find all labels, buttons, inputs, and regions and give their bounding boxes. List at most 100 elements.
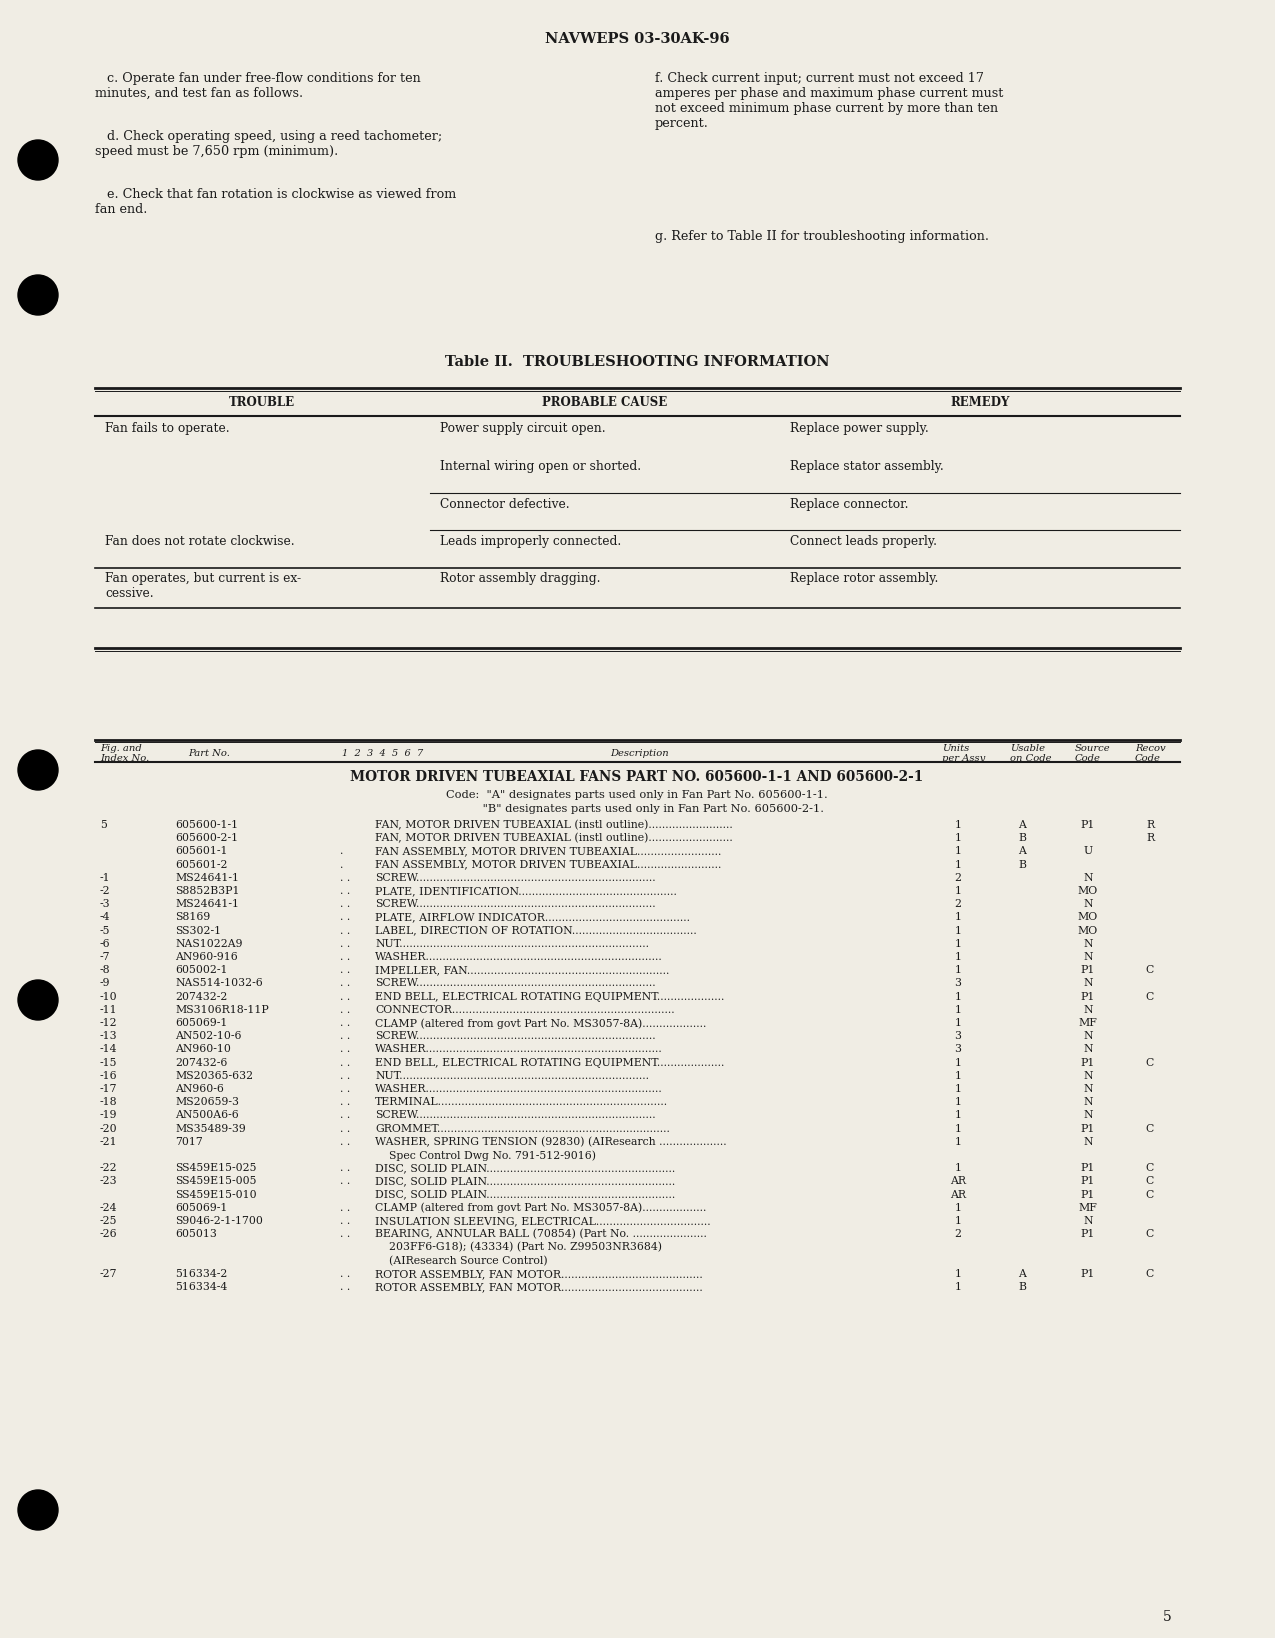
Text: INSULATION SLEEVING, ELECTRICAL..................................: INSULATION SLEEVING, ELECTRICAL.........… xyxy=(375,1215,710,1225)
Text: Table II.  TROUBLESHOOTING INFORMATION: Table II. TROUBLESHOOTING INFORMATION xyxy=(445,355,829,369)
Text: 203FF6-G18); (43334) (Part No. Z99503NR3684): 203FF6-G18); (43334) (Part No. Z99503NR3… xyxy=(375,1242,662,1253)
Text: -27: -27 xyxy=(99,1269,117,1279)
Text: TERMINAL....................................................................: TERMINAL................................… xyxy=(375,1097,668,1107)
Text: P1: P1 xyxy=(1081,1228,1095,1240)
Text: 1: 1 xyxy=(955,821,961,830)
Text: . .: . . xyxy=(340,978,351,988)
Text: N: N xyxy=(1084,1137,1093,1147)
Text: -18: -18 xyxy=(99,1097,117,1107)
Text: -17: -17 xyxy=(99,1084,117,1094)
Text: IMPELLER, FAN............................................................: IMPELLER, FAN...........................… xyxy=(375,965,669,975)
Text: LABEL, DIRECTION OF ROTATION.....................................: LABEL, DIRECTION OF ROTATION............… xyxy=(375,925,696,935)
Text: S9046-2-1-1700: S9046-2-1-1700 xyxy=(175,1215,263,1225)
Text: -2: -2 xyxy=(99,886,111,896)
Text: ROTOR ASSEMBLY, FAN MOTOR..........................................: ROTOR ASSEMBLY, FAN MOTOR...............… xyxy=(375,1269,703,1279)
Text: AR: AR xyxy=(950,1189,966,1199)
Text: -16: -16 xyxy=(99,1071,117,1081)
Text: P1: P1 xyxy=(1081,1124,1095,1133)
Text: R: R xyxy=(1146,821,1154,830)
Text: Replace stator assembly.: Replace stator assembly. xyxy=(790,460,944,473)
Text: AN500A6-6: AN500A6-6 xyxy=(175,1111,238,1120)
Text: SS459E15-010: SS459E15-010 xyxy=(175,1189,256,1199)
Text: C: C xyxy=(1146,1176,1154,1186)
Text: . .: . . xyxy=(340,1269,351,1279)
Text: S8852B3P1: S8852B3P1 xyxy=(175,886,240,896)
Text: -7: -7 xyxy=(99,952,111,962)
Text: . .: . . xyxy=(340,1176,351,1186)
Text: -11: -11 xyxy=(99,1004,117,1016)
Text: 207432-2: 207432-2 xyxy=(175,991,227,1001)
Text: NAVWEPS 03-30AK-96: NAVWEPS 03-30AK-96 xyxy=(544,33,729,46)
Text: 1: 1 xyxy=(955,991,961,1001)
Text: SS459E15-025: SS459E15-025 xyxy=(175,1163,256,1173)
Text: NUT..........................................................................: NUT.....................................… xyxy=(375,1071,649,1081)
Text: . .: . . xyxy=(340,873,351,883)
Text: 3: 3 xyxy=(955,1045,961,1055)
Text: -25: -25 xyxy=(99,1215,117,1225)
Text: C: C xyxy=(1146,1228,1154,1240)
Text: 5: 5 xyxy=(99,821,107,830)
Text: 516334-2: 516334-2 xyxy=(175,1269,227,1279)
Text: Code: Code xyxy=(1075,753,1100,763)
Text: 7017: 7017 xyxy=(175,1137,203,1147)
Text: . .: . . xyxy=(340,886,351,896)
Text: PLATE, AIRFLOW INDICATOR...........................................: PLATE, AIRFLOW INDICATOR................… xyxy=(375,912,690,922)
Text: A: A xyxy=(1017,821,1026,830)
Text: -5: -5 xyxy=(99,925,111,935)
Text: 1: 1 xyxy=(955,1058,961,1068)
Text: Units: Units xyxy=(942,744,969,753)
Text: 605601-2: 605601-2 xyxy=(175,860,227,870)
Text: -21: -21 xyxy=(99,1137,117,1147)
Text: P1: P1 xyxy=(1081,965,1095,975)
Text: AN960-916: AN960-916 xyxy=(175,952,237,962)
Text: 1: 1 xyxy=(955,939,961,948)
Text: N: N xyxy=(1084,1215,1093,1225)
Text: B: B xyxy=(1017,860,1026,870)
Text: 1: 1 xyxy=(955,860,961,870)
Text: Rotor assembly dragging.: Rotor assembly dragging. xyxy=(440,572,601,585)
Text: BEARING, ANNULAR BALL (70854) (Part No. ......................: BEARING, ANNULAR BALL (70854) (Part No. … xyxy=(375,1228,706,1240)
Text: 1: 1 xyxy=(955,1071,961,1081)
Text: -12: -12 xyxy=(99,1017,117,1029)
Text: C: C xyxy=(1146,1189,1154,1199)
Text: A: A xyxy=(1017,1269,1026,1279)
Text: 605013: 605013 xyxy=(175,1228,217,1240)
Text: 1: 1 xyxy=(955,1124,961,1133)
Circle shape xyxy=(18,139,57,180)
Text: N: N xyxy=(1084,939,1093,948)
Text: MS24641-1: MS24641-1 xyxy=(175,873,238,883)
Text: . .: . . xyxy=(340,1202,351,1212)
Text: C: C xyxy=(1146,1269,1154,1279)
Text: N: N xyxy=(1084,952,1093,962)
Text: . .: . . xyxy=(340,1058,351,1068)
Text: . .: . . xyxy=(340,1137,351,1147)
Text: N: N xyxy=(1084,1032,1093,1042)
Text: N: N xyxy=(1084,899,1093,909)
Text: 605069-1: 605069-1 xyxy=(175,1202,227,1212)
Text: . .: . . xyxy=(340,1215,351,1225)
Text: P1: P1 xyxy=(1081,1269,1095,1279)
Text: SS302-1: SS302-1 xyxy=(175,925,221,935)
Text: 207432-6: 207432-6 xyxy=(175,1058,227,1068)
Text: CLAMP (altered from govt Part No. MS3057-8A)...................: CLAMP (altered from govt Part No. MS3057… xyxy=(375,1017,706,1029)
Text: WASHER......................................................................: WASHER..................................… xyxy=(375,1084,663,1094)
Text: 1: 1 xyxy=(955,912,961,922)
Text: 605601-1: 605601-1 xyxy=(175,847,227,857)
Text: ROTOR ASSEMBLY, FAN MOTOR..........................................: ROTOR ASSEMBLY, FAN MOTOR...............… xyxy=(375,1283,703,1292)
Text: 5: 5 xyxy=(1163,1610,1172,1623)
Text: 1: 1 xyxy=(955,925,961,935)
Text: MF: MF xyxy=(1079,1017,1098,1029)
Text: -4: -4 xyxy=(99,912,111,922)
Text: 605600-1-1: 605600-1-1 xyxy=(175,821,238,830)
Text: WASHER, SPRING TENSION (92830) (AIResearch ....................: WASHER, SPRING TENSION (92830) (AIResear… xyxy=(375,1137,727,1147)
Text: . .: . . xyxy=(340,1097,351,1107)
Text: -14: -14 xyxy=(99,1045,117,1055)
Text: on Code: on Code xyxy=(1010,753,1052,763)
Text: Fan does not rotate clockwise.: Fan does not rotate clockwise. xyxy=(105,536,295,549)
Text: Connect leads properly.: Connect leads properly. xyxy=(790,536,937,549)
Text: . .: . . xyxy=(340,965,351,975)
Text: -10: -10 xyxy=(99,991,117,1001)
Text: FAN, MOTOR DRIVEN TUBEAXIAL (instl outline).........................: FAN, MOTOR DRIVEN TUBEAXIAL (instl outli… xyxy=(375,821,733,830)
Text: 3: 3 xyxy=(955,978,961,988)
Text: MO: MO xyxy=(1077,912,1098,922)
